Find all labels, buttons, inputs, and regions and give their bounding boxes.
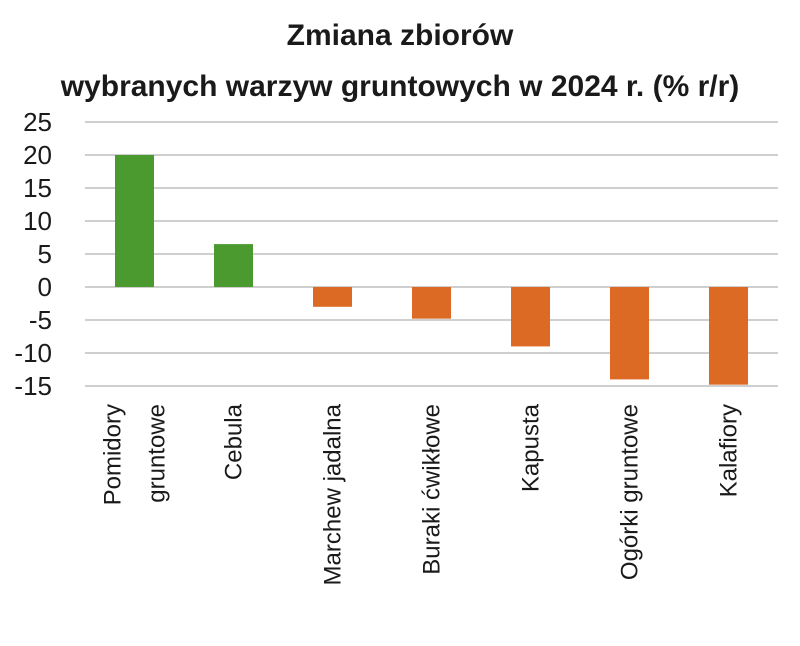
x-category-label: Kalafiory	[716, 404, 743, 497]
y-tick-label: -15	[14, 371, 52, 401]
x-category-label: Kapusta	[518, 403, 545, 492]
y-tick-label: 0	[38, 272, 52, 302]
bar	[313, 287, 352, 307]
y-tick-label: 15	[23, 173, 52, 203]
y-tick-label: 20	[23, 140, 52, 170]
x-category-label: Pomidory	[100, 404, 127, 505]
chart-title-line-2: wybranych warzyw gruntowych w 2024 r. (%…	[60, 70, 740, 103]
bar	[610, 287, 649, 380]
bars	[115, 155, 748, 385]
bar	[511, 287, 550, 347]
y-tick-label: -10	[14, 338, 52, 368]
bar	[709, 287, 748, 385]
x-category-label: Marchew jadalna	[320, 403, 347, 585]
chart-title: Zmiana zbiorów wybranych warzyw gruntowy…	[60, 19, 740, 103]
y-tick-label: -5	[29, 305, 52, 335]
gridlines	[85, 121, 778, 387]
y-tick-label: 5	[38, 239, 52, 269]
y-tick-label: 25	[23, 107, 52, 137]
x-category-label: Cebula	[221, 403, 248, 480]
x-axis-categories: Pomidory gruntowe Cebula Marchew jadalna Bur…	[100, 403, 743, 585]
x-category-label: gruntowe	[144, 404, 171, 503]
x-category-label: Ogórki gruntowe	[617, 404, 644, 580]
chart-title-line-1: Zmiana zbiorów	[287, 19, 514, 52]
bar	[412, 287, 451, 319]
bar	[115, 155, 154, 287]
x-category-label: Buraki ćwikłowe	[419, 404, 446, 575]
y-tick-label: 10	[23, 206, 52, 236]
bar	[214, 244, 253, 287]
